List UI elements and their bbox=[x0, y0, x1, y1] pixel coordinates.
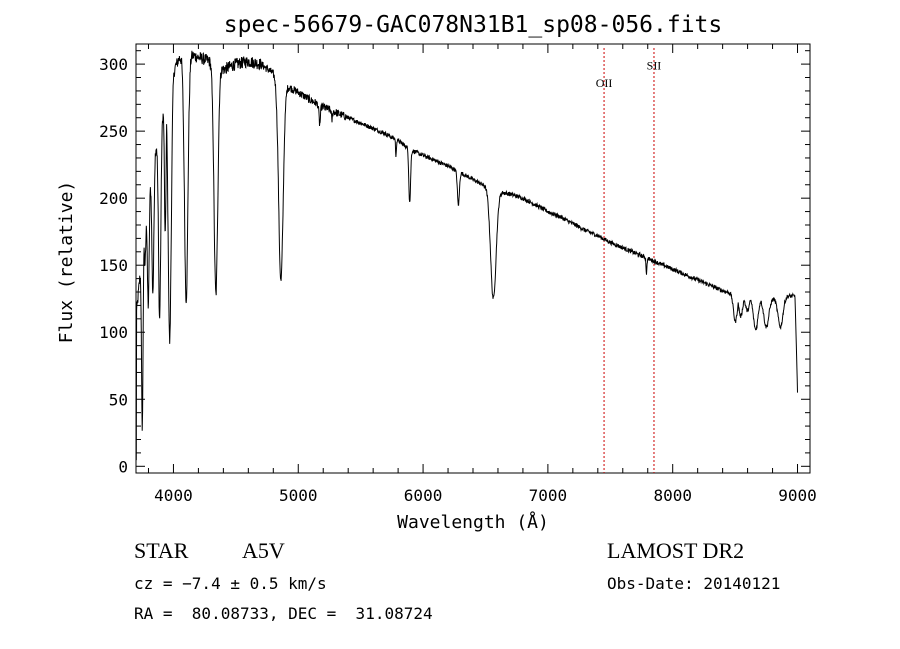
x-axis-label: Wavelength (Å) bbox=[397, 511, 549, 533]
x-tick-label: 4000 bbox=[154, 486, 193, 505]
y-tick-label: 50 bbox=[109, 390, 128, 409]
y-tick-label: 300 bbox=[99, 55, 128, 74]
object-class: STAR bbox=[134, 538, 189, 563]
spectrum-line bbox=[135, 50, 798, 461]
x-axis-ticks: 4000 5000 6000 7000 8000 9000 bbox=[147, 44, 817, 505]
survey-name: LAMOST DR2 bbox=[607, 538, 745, 563]
emission-marker-label: OII bbox=[596, 76, 613, 90]
x-tick-label: 6000 bbox=[404, 486, 443, 505]
x-tick-label: 7000 bbox=[529, 486, 568, 505]
y-axis-label: Flux (relative) bbox=[56, 181, 77, 344]
emission-marker-label: SII bbox=[647, 58, 662, 72]
plot-frame bbox=[135, 43, 811, 474]
y-tick-label: 200 bbox=[99, 189, 128, 208]
y-tick-label: 0 bbox=[118, 457, 128, 476]
redshift-cz: cz = −7.4 ± 0.5 km/s bbox=[134, 574, 327, 593]
coordinates: RA = 80.08733, DEC = 31.08724 bbox=[134, 604, 433, 623]
y-tick-label: 250 bbox=[99, 122, 128, 141]
x-tick-label: 8000 bbox=[653, 486, 692, 505]
y-tick-label: 100 bbox=[99, 323, 128, 342]
x-tick-label: 9000 bbox=[778, 486, 817, 505]
y-tick-label: 150 bbox=[99, 256, 128, 275]
x-tick-label: 5000 bbox=[279, 486, 318, 505]
obs-date: Obs-Date: 20140121 bbox=[607, 574, 781, 593]
chart-title: spec-56679-GAC078N31B1_sp08-056.fits bbox=[224, 12, 723, 38]
spectral-subclass: A5V bbox=[242, 538, 285, 563]
y-axis-ticks: 0 50 100 150 200 250 300 bbox=[99, 50, 810, 476]
